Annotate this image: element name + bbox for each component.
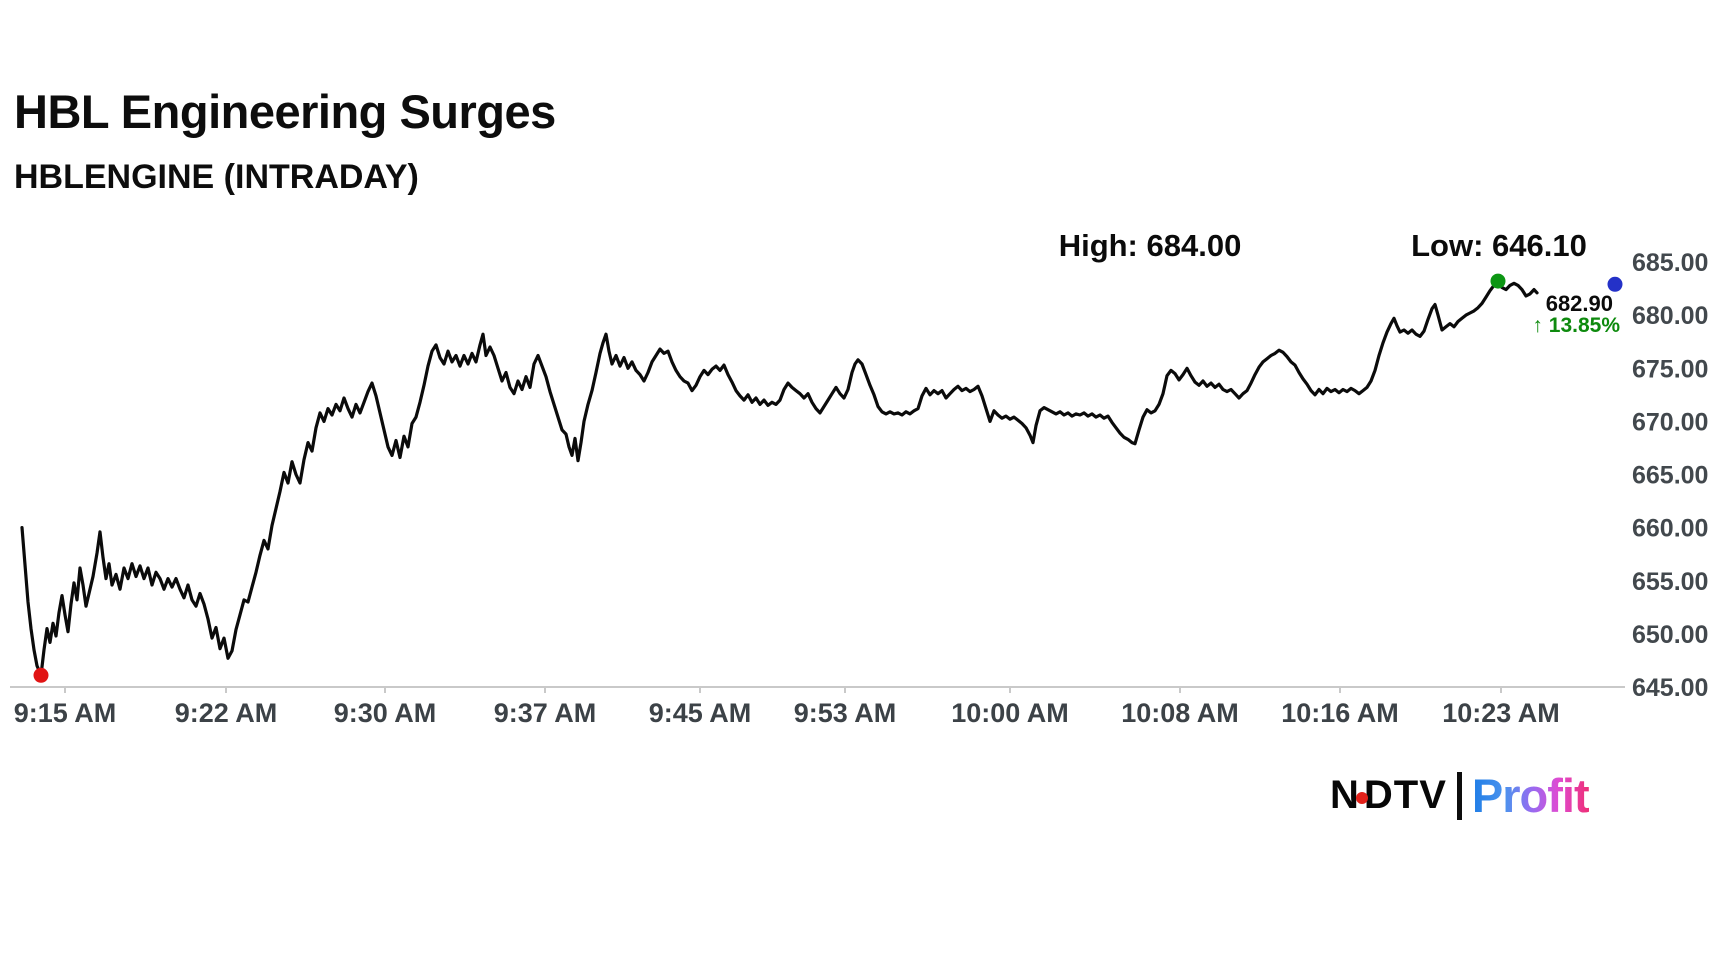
change-percent-value: 13.85% — [1548, 314, 1620, 337]
ndtv-profit-logo: N DTV Profit — [1330, 768, 1590, 823]
y-axis-label: 670.00 — [1632, 408, 1708, 436]
ndtv-red-dot-icon — [1355, 791, 1368, 804]
ndtv-letter-n: N — [1330, 773, 1360, 817]
y-axis-label: 675.00 — [1632, 355, 1708, 383]
stock-symbol-subtitle: HBLENGINE (INTRADAY) — [14, 158, 419, 196]
x-axis-label: 9:45 AM — [649, 698, 752, 728]
x-axis-label: 10:16 AM — [1281, 698, 1399, 728]
x-axis-label: 9:22 AM — [175, 698, 278, 728]
change-percent-label: ↑ 13.85% — [1532, 314, 1620, 338]
y-axis-label: 685.00 — [1632, 249, 1708, 277]
up-arrow-icon: ↑ — [1532, 314, 1543, 337]
ndtv-logo-text: N DTV — [1330, 773, 1447, 818]
x-axis-label: 10:08 AM — [1121, 698, 1239, 728]
y-axis-label: 660.00 — [1632, 515, 1708, 543]
ndtv-letters-dtv: DTV — [1363, 773, 1447, 817]
x-axis-label: 9:30 AM — [334, 698, 437, 728]
y-axis-label: 650.00 — [1632, 621, 1708, 649]
low-point-marker — [33, 667, 49, 683]
high-value-label: High: 684.00 — [1058, 228, 1242, 263]
high-point-marker — [1490, 273, 1506, 289]
y-axis-label: 680.00 — [1632, 302, 1708, 330]
low-value-label: Low: 646.10 — [1411, 228, 1587, 263]
x-axis-label: 10:00 AM — [951, 698, 1069, 728]
last-price-label: 682.90 — [1545, 291, 1613, 316]
x-axis-label: 9:37 AM — [494, 698, 597, 728]
x-axis-label: 9:53 AM — [794, 698, 897, 728]
price-polyline — [20, 279, 1539, 677]
x-axis-label: 10:23 AM — [1442, 698, 1560, 728]
y-axis-label: 665.00 — [1632, 462, 1708, 490]
page-title: HBL Engineering Surges — [14, 85, 556, 138]
profit-logo-text: Profit — [1471, 769, 1590, 822]
logo-separator-bar — [1456, 771, 1462, 820]
y-axis-label: 645.00 — [1632, 674, 1708, 702]
last-point-marker — [1607, 276, 1623, 292]
x-axis-label: 9:15 AM — [14, 698, 117, 728]
y-axis-label: 655.00 — [1632, 568, 1708, 596]
